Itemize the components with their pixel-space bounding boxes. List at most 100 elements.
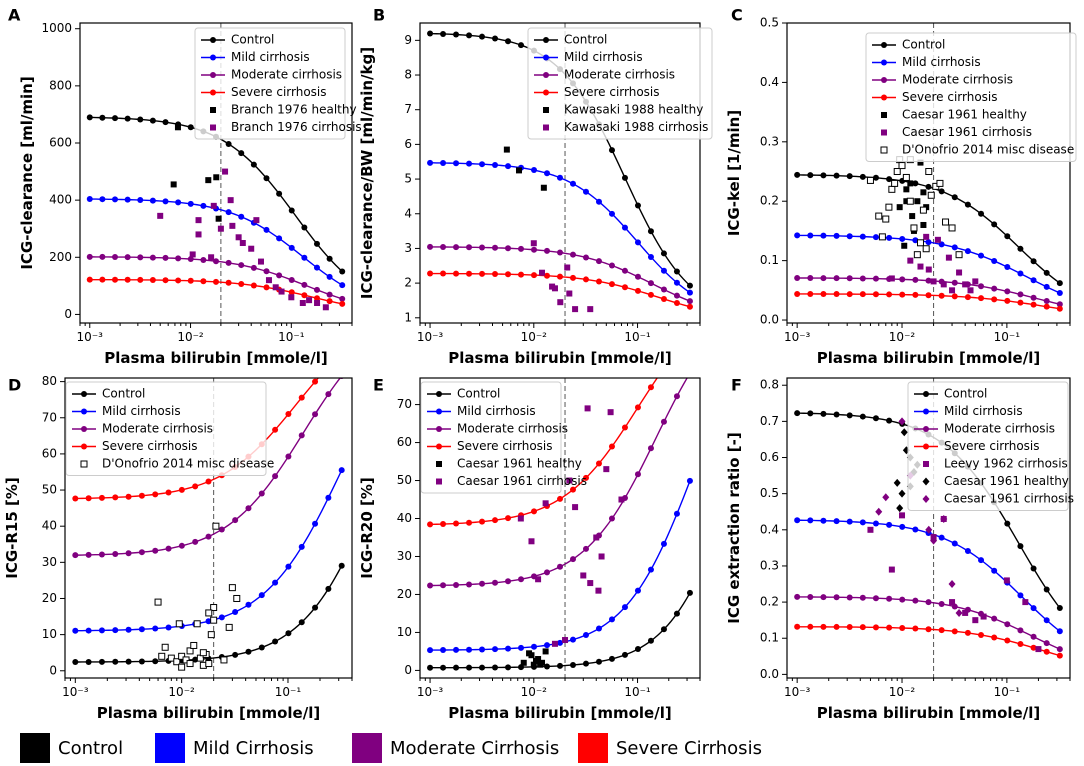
- curve-point: [466, 646, 473, 653]
- curve-point: [1056, 305, 1063, 312]
- scatter-point: [248, 245, 255, 252]
- curve-point: [205, 533, 212, 540]
- scatter-point: [972, 278, 979, 285]
- scatter-point: [584, 405, 591, 412]
- x-tick-label: 10⁻³: [62, 685, 89, 699]
- legend-label: Control: [231, 33, 274, 47]
- legend-marker: [881, 129, 887, 136]
- scatter-point: [909, 213, 916, 220]
- curve-point: [794, 274, 801, 281]
- curve-point: [557, 495, 563, 502]
- curve-point: [325, 494, 332, 501]
- y-tick-label: 10: [397, 625, 412, 639]
- x-tick-label: 10⁻²: [177, 330, 204, 344]
- legend-box: [420, 381, 562, 494]
- curve-point: [660, 540, 667, 547]
- curve-point: [492, 664, 499, 671]
- legend-marker: [210, 72, 216, 78]
- x-tick-label: 10⁻³: [77, 330, 104, 344]
- curve-point: [846, 624, 853, 631]
- curve-point: [1056, 652, 1063, 659]
- curve-point: [178, 542, 185, 549]
- curve-point: [833, 172, 840, 179]
- x-tick-label: 10⁻²: [889, 685, 916, 699]
- scatter-point: [898, 417, 906, 426]
- scatter-point: [175, 620, 183, 628]
- curve-point: [298, 619, 305, 626]
- y-tick-label: 60: [397, 435, 412, 449]
- y-tick-label: 0.1: [760, 631, 779, 645]
- legend-label: Mild cirrhosis: [944, 404, 1023, 418]
- curve-point: [200, 278, 207, 285]
- curve-point: [152, 547, 159, 554]
- curve-point: [479, 646, 486, 653]
- curve-point: [925, 183, 932, 190]
- scatter-point: [925, 266, 932, 273]
- scatter-point: [517, 515, 524, 522]
- curve-point: [125, 658, 132, 665]
- curve-point: [569, 486, 576, 493]
- curve-point: [175, 277, 182, 284]
- curve-point: [820, 410, 827, 417]
- curve-point: [660, 250, 667, 257]
- curve-point: [557, 273, 563, 280]
- curve-point: [112, 658, 119, 665]
- scatter-point: [1003, 577, 1010, 584]
- legend-marker: [881, 42, 887, 48]
- curve-point: [162, 277, 169, 284]
- curve-point: [338, 467, 345, 474]
- scatter-point: [925, 168, 933, 176]
- scatter-point: [934, 236, 941, 243]
- curve-point: [138, 492, 145, 499]
- x-tick-label: 10⁻¹: [624, 685, 651, 699]
- curve-point: [137, 116, 144, 123]
- curve-point: [978, 557, 985, 564]
- y-tick-label: 0.0: [760, 313, 779, 327]
- panel-letter: E: [373, 376, 384, 395]
- curve-point: [608, 147, 615, 154]
- legend-label: Severe cirrhosis: [457, 439, 553, 453]
- x-tick-label: 10⁻²: [521, 330, 548, 344]
- curve-point: [833, 275, 840, 282]
- curve-point: [263, 268, 270, 275]
- curve-point: [152, 658, 159, 665]
- curve-point: [820, 275, 827, 282]
- curve-point: [466, 244, 473, 251]
- curve-point: [978, 283, 985, 290]
- curve-point: [288, 244, 295, 251]
- y-tick-label: 800: [49, 78, 72, 92]
- curve-point: [820, 291, 827, 298]
- curve-point: [200, 202, 207, 209]
- curve-point: [492, 161, 499, 168]
- legend-label: Branch 1976 cirrhosis: [231, 120, 362, 134]
- curve-point: [582, 474, 589, 481]
- curve-point: [531, 643, 538, 650]
- curve-point: [595, 198, 602, 205]
- curve-point: [453, 270, 460, 277]
- curve-point: [687, 334, 693, 340]
- legend-label: Caesar 1961 healthy: [457, 457, 582, 471]
- curve-point: [621, 284, 628, 291]
- curve-point: [846, 291, 853, 298]
- curve-point: [938, 601, 945, 608]
- curve-point: [687, 370, 693, 376]
- legend: Control Mild cirrhosis Moderate cirrhosis S…: [865, 32, 1077, 162]
- scatter-point: [607, 409, 614, 416]
- scatter-point: [898, 489, 906, 498]
- curve-point: [1030, 605, 1037, 612]
- scatter-point: [875, 212, 883, 220]
- curve-point: [1017, 627, 1024, 634]
- curve-point: [647, 280, 654, 287]
- y-tick-label: 400: [49, 193, 72, 207]
- curve-point: [833, 623, 840, 630]
- curve-point: [846, 275, 853, 282]
- panel-letter: F: [731, 376, 742, 395]
- curve-point: [85, 658, 92, 665]
- scatter-point: [288, 294, 295, 301]
- legend-label: Severe cirrhosis: [231, 85, 327, 99]
- curve-point: [149, 117, 156, 124]
- curve-point: [899, 596, 906, 603]
- scatter-point: [539, 269, 546, 276]
- curve-point: [660, 296, 667, 303]
- legend-label: Severe cirrhosis: [102, 439, 198, 453]
